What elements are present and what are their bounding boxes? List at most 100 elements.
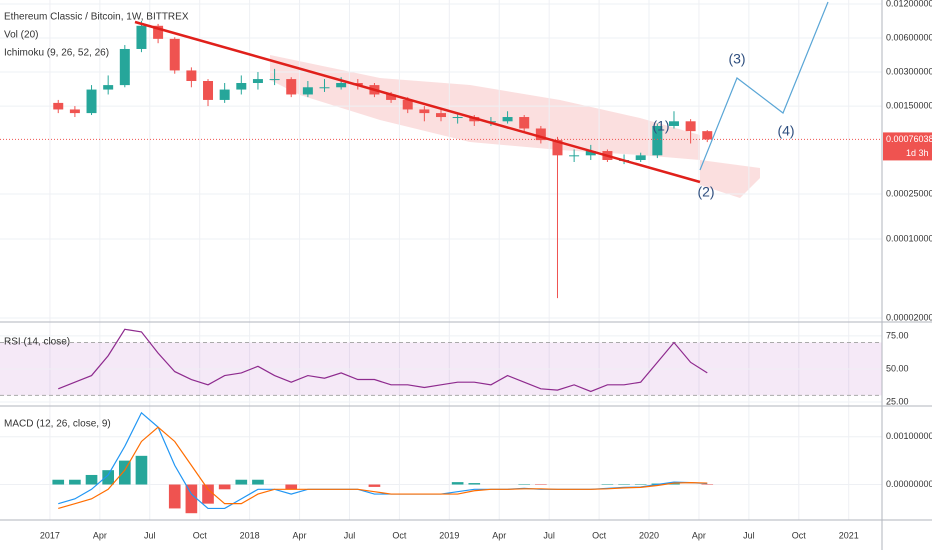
candle-body <box>269 79 280 81</box>
candle-body <box>169 38 180 71</box>
y-tick-label: 0.00025000 <box>886 188 932 198</box>
y-tick-label: 0.00300000 <box>886 66 932 76</box>
y-tick-label: 0.00010000 <box>886 233 932 243</box>
candle-body <box>153 25 164 39</box>
trend-line <box>134 20 701 184</box>
ichimoku-cloud <box>270 55 700 160</box>
histogram-bar <box>368 484 381 487</box>
rsi-title: RSI (14, close) <box>4 337 70 348</box>
y-tick-label: 0.00100000 <box>886 431 932 441</box>
plot <box>0 0 882 520</box>
candle-body <box>236 83 247 90</box>
x-tick-label: Oct <box>392 530 407 540</box>
candle-body <box>119 48 130 86</box>
wave-label: (4) <box>777 123 794 139</box>
candle-body <box>436 113 446 118</box>
histogram-bar <box>135 455 148 485</box>
candle-body <box>668 121 679 126</box>
candle-body <box>535 128 546 141</box>
x-tick-label: Apr <box>293 530 307 540</box>
y-tick-label: 50.00 <box>886 363 909 373</box>
y-tick-label: 0.00002000 <box>886 312 932 322</box>
candle-body <box>685 121 696 132</box>
indicator-label: Ichimoku (9, 26, 52, 26) <box>4 48 109 59</box>
histogram-bar <box>168 484 181 509</box>
histogram-bar <box>118 460 131 485</box>
macd-title: MACD (12, 26, close, 9) <box>4 419 111 430</box>
candle-body <box>552 140 563 156</box>
candle-body <box>519 117 530 129</box>
candle-body <box>252 79 263 84</box>
candle-body <box>402 99 413 110</box>
candle-body <box>585 151 596 156</box>
candle-body <box>419 109 430 114</box>
x-tick-label: Apr <box>492 530 506 540</box>
histogram-bar <box>52 479 65 485</box>
candle-body <box>319 87 330 89</box>
candle-body <box>86 89 97 114</box>
indicator-label: Vol (20) <box>4 30 38 41</box>
x-tick-label: 2020 <box>639 530 659 540</box>
x-tick-label: 2017 <box>40 530 60 540</box>
candle-body <box>53 102 64 110</box>
histogram-bar <box>235 479 248 485</box>
ichimoku-cloud <box>700 160 760 198</box>
countdown-label: 1d 3h <box>906 148 929 158</box>
histogram-bar <box>85 474 98 485</box>
histogram-bar <box>451 482 464 485</box>
candle-body <box>569 155 580 157</box>
histogram-bar <box>69 479 81 485</box>
histogram-bar <box>668 483 680 485</box>
candle-body <box>103 85 114 90</box>
x-tick-label: Jul <box>543 530 555 540</box>
candle-body <box>652 125 663 156</box>
candle-body <box>186 70 197 81</box>
histogram-bar <box>185 484 198 514</box>
x-tick-label: 2021 <box>839 530 859 540</box>
last-price-tag <box>883 132 932 161</box>
candle-body <box>136 25 147 49</box>
x-tick-label: Oct <box>592 530 607 540</box>
wave-label: (2) <box>697 184 714 200</box>
macd-line <box>58 426 708 510</box>
candle-body <box>386 94 397 100</box>
chart-title: Ethereum Classic / Bitcoin, 1W, BITTREX <box>4 12 189 23</box>
x-tick-label: Apr <box>692 530 706 540</box>
y-tick-label: 0.00600000 <box>886 32 932 42</box>
x-tick-label: Apr <box>93 530 107 540</box>
y-tick-label: 25.00 <box>886 396 909 406</box>
histogram-bar <box>285 484 298 490</box>
axes: 2017 Apr Jul Oct 2018 Apr Jul Oct 2019 Apr Jul Oct 2… <box>40 0 932 540</box>
x-tick-label: 2018 <box>240 530 260 540</box>
candle-body <box>502 117 513 122</box>
x-tick-label: Oct <box>193 530 208 540</box>
candle-body <box>69 109 80 114</box>
candle-body <box>452 117 463 119</box>
candle-body <box>219 89 230 100</box>
histogram-bar <box>102 470 114 485</box>
y-tick-label: 75.00 <box>886 330 909 340</box>
x-tick-label: Jul <box>144 530 156 540</box>
candle-body <box>302 87 313 95</box>
y-tick-label: 0.00000000 <box>886 479 932 489</box>
rsi-line <box>58 328 708 393</box>
x-tick-label: 2019 <box>439 530 459 540</box>
candle-body <box>702 131 713 140</box>
candle-body <box>203 81 214 100</box>
wave-projection <box>699 1 829 171</box>
y-tick-label: 0.00150000 <box>886 100 932 110</box>
x-tick-label: Oct <box>792 530 807 540</box>
histogram-bar <box>218 484 231 490</box>
x-tick-label: Jul <box>743 530 755 540</box>
x-tick-label: Jul <box>344 530 356 540</box>
histogram-bar <box>202 484 214 504</box>
wave-label: (1) <box>652 118 669 134</box>
last-price-label: 0.00076038 <box>886 134 932 144</box>
candle-body <box>286 79 297 95</box>
y-tick-label: 0.01200000 <box>886 0 932 8</box>
histogram-bar <box>468 483 481 485</box>
histogram-bar <box>252 479 264 485</box>
wave-label: (3) <box>728 51 745 67</box>
candle-body <box>635 155 646 160</box>
